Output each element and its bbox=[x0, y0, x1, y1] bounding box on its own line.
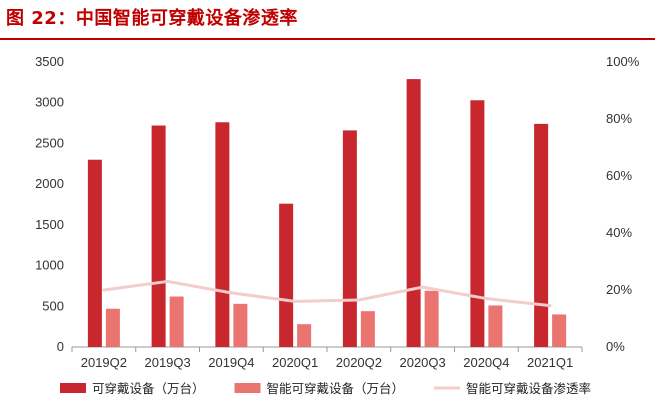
y-right-tick-label: 20% bbox=[606, 282, 632, 297]
bar-wearable bbox=[215, 122, 230, 347]
penetration-rate-point bbox=[102, 288, 106, 292]
x-tick-label: 2021Q1 bbox=[527, 355, 573, 370]
x-tick-label: 2019Q4 bbox=[208, 355, 254, 370]
bar-wearable bbox=[534, 123, 549, 347]
legend-label: 智能可穿戴设备（万台） bbox=[267, 381, 405, 396]
bar-wearable bbox=[406, 79, 421, 347]
bar-smart-wearable bbox=[297, 324, 312, 347]
title-rule bbox=[0, 38, 655, 40]
penetration-rate-point bbox=[484, 297, 488, 301]
bar-smart-wearable bbox=[360, 311, 375, 347]
bar-wearable bbox=[342, 130, 357, 347]
y-left-tick-label: 0 bbox=[57, 339, 64, 354]
penetration-rate-point bbox=[548, 304, 552, 308]
x-tick-label: 2019Q3 bbox=[144, 355, 190, 370]
bar-smart-wearable bbox=[169, 296, 184, 347]
x-tick-label: 2019Q2 bbox=[81, 355, 127, 370]
penetration-rate-point bbox=[357, 298, 361, 302]
bar-smart-wearable bbox=[552, 314, 567, 347]
x-tick-label: 2020Q1 bbox=[272, 355, 318, 370]
bar-wearable bbox=[470, 100, 485, 348]
bar-smart-wearable bbox=[105, 308, 120, 347]
penetration-rate-point bbox=[293, 299, 297, 303]
y-right-tick-label: 40% bbox=[606, 225, 632, 240]
bar-smart-wearable bbox=[488, 305, 503, 347]
y-right-tick-label: 60% bbox=[606, 168, 632, 183]
legend-label: 可穿戴设备（万台） bbox=[92, 381, 205, 396]
bar-wearable bbox=[279, 203, 294, 347]
penetration-rate-point bbox=[166, 279, 170, 283]
penetration-rate-line bbox=[103, 279, 551, 308]
legend-swatch bbox=[60, 383, 86, 393]
y-right-tick-label: 0% bbox=[606, 339, 625, 354]
legend-label: 智能可穿戴设备渗透率 bbox=[466, 381, 591, 396]
penetration-rate-point bbox=[421, 285, 425, 289]
bar-wearable bbox=[87, 159, 102, 347]
bar-smart-wearable bbox=[233, 303, 248, 347]
x-tick-label: 2020Q2 bbox=[336, 355, 382, 370]
y-left-tick-label: 1000 bbox=[35, 258, 64, 273]
y-left-tick-label: 1500 bbox=[35, 217, 64, 232]
y-left-tick-label: 3500 bbox=[35, 54, 64, 69]
x-tick-label: 2020Q3 bbox=[399, 355, 445, 370]
y-right-tick-label: 80% bbox=[606, 111, 632, 126]
y-left-tick-label: 500 bbox=[42, 298, 64, 313]
penetration-rate-point bbox=[229, 291, 233, 295]
x-tick-label: 2020Q4 bbox=[463, 355, 509, 370]
y-left-tick-label: 2500 bbox=[35, 135, 64, 150]
legend-swatch bbox=[234, 383, 261, 393]
y-left-tick-label: 2000 bbox=[35, 176, 64, 191]
bar-smart-wearable bbox=[424, 290, 439, 347]
y-right-tick-label: 100% bbox=[606, 54, 640, 69]
chart-title: 图 22：中国智能可穿戴设备渗透率 bbox=[6, 8, 298, 29]
y-left-tick-label: 3000 bbox=[35, 95, 64, 110]
bar-wearable bbox=[151, 125, 166, 347]
